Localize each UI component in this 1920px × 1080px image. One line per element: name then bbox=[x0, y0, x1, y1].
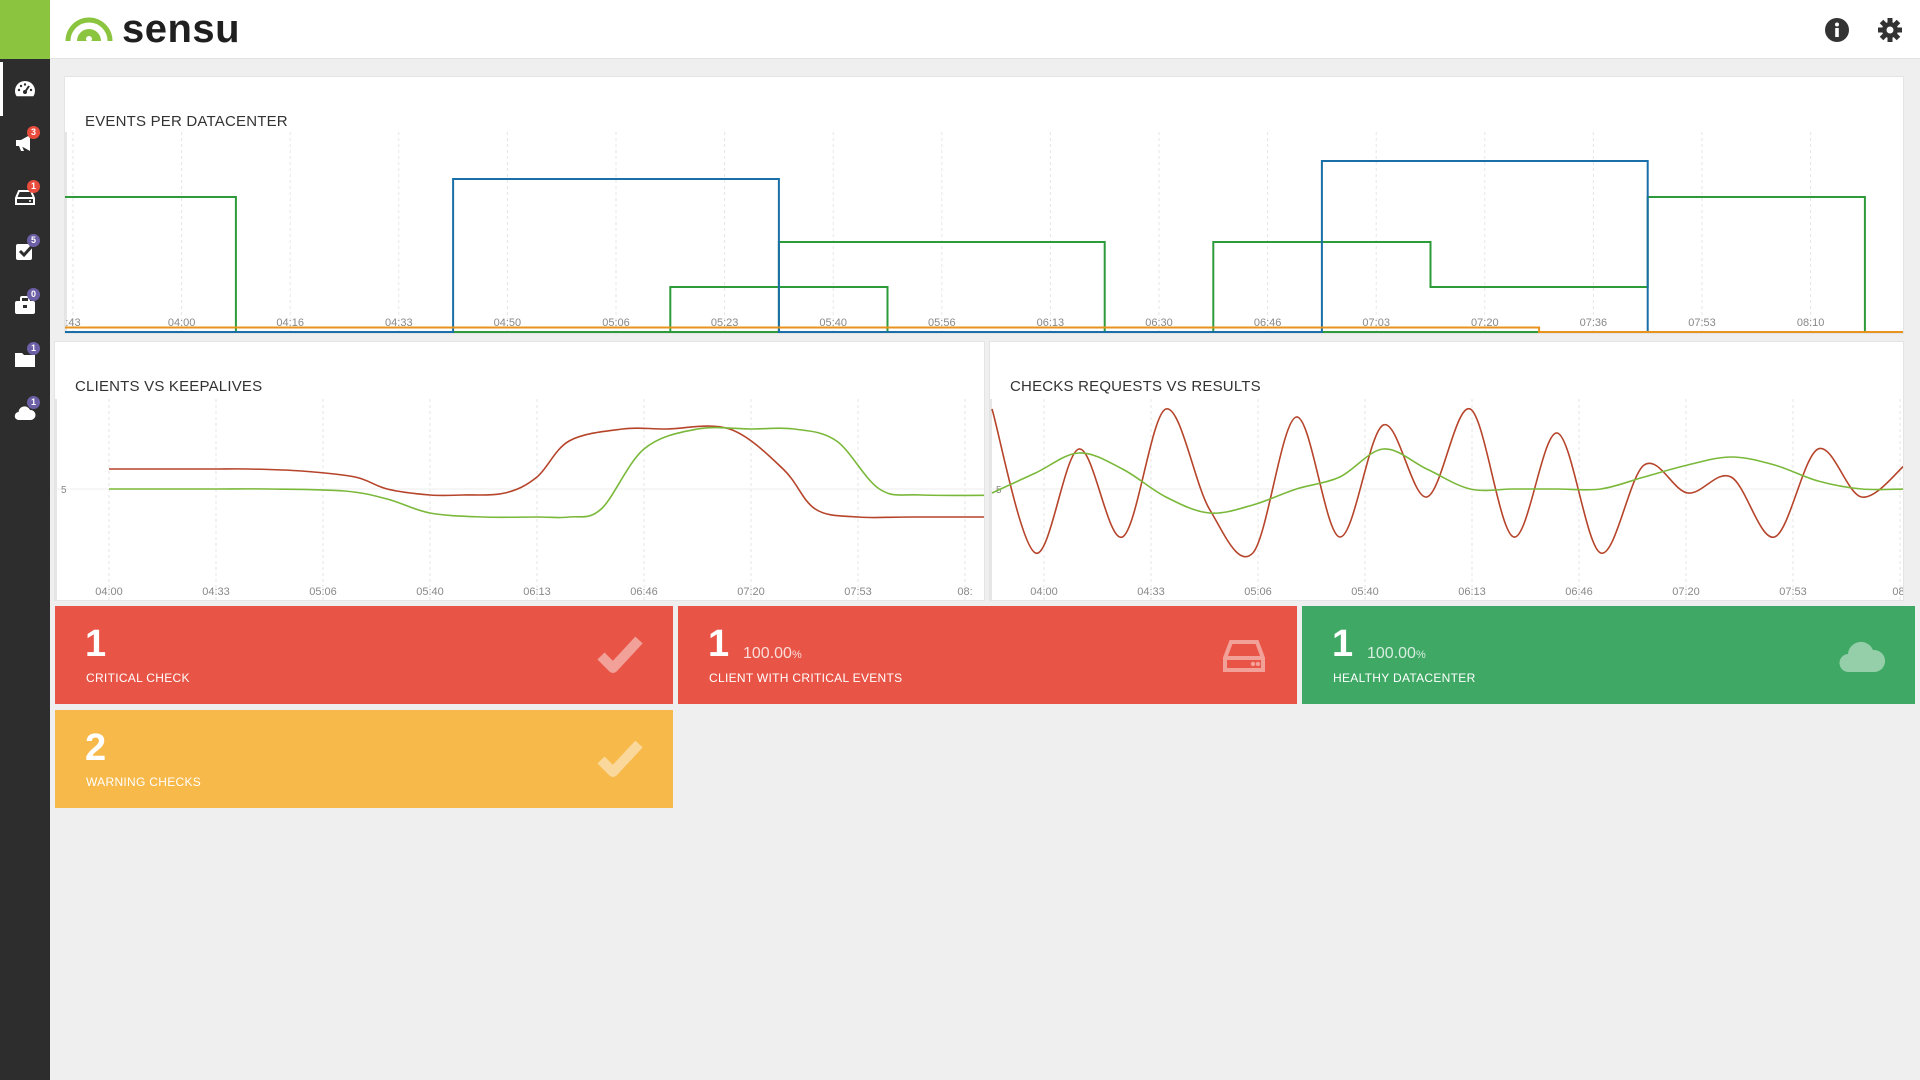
series-line-3 bbox=[65, 160, 1903, 333]
checks-requests-vs-results-chart: 04:00 04:33 05:06 05:40 06:13 06:46 07:20 07:53… bbox=[990, 399, 1904, 600]
x-tick-label: 04:33 bbox=[1137, 586, 1165, 598]
x-tick-label: 04:00 bbox=[1030, 586, 1058, 598]
x-tick-label: 07:03 bbox=[1362, 317, 1390, 329]
x-tick-label: 07:53 bbox=[1779, 586, 1807, 598]
clients-vs-keepalives-panel: CLIENTS VS KEEPALIVES 04:00 04:33 05:06 05:… bbox=[54, 341, 985, 601]
server-icon bbox=[15, 190, 35, 205]
sidebar-item-stashes[interactable]: 0 bbox=[0, 278, 50, 332]
sidebar-item-clients[interactable]: 1 bbox=[0, 170, 50, 224]
checks-badge: 5 bbox=[27, 234, 40, 247]
check-square-icon bbox=[16, 243, 35, 260]
tile-value: 2 bbox=[85, 727, 107, 769]
x-tick-label: 06:46 bbox=[1565, 586, 1593, 598]
server-icon bbox=[1223, 640, 1265, 672]
top-header: sensu bbox=[50, 0, 1920, 59]
sidebar-item-checks[interactable]: 5 bbox=[0, 224, 50, 278]
x-tick-label: 08:10 bbox=[1797, 317, 1825, 329]
x-tick-label: 06:46 bbox=[630, 586, 658, 598]
healthy-datacenter-tile[interactable]: 1 100.00% HEALTHY DATACENTER bbox=[1302, 606, 1915, 704]
briefcase-icon bbox=[15, 296, 35, 314]
x-tick-label: 07:36 bbox=[1580, 317, 1608, 329]
check-icon bbox=[597, 636, 643, 673]
clients-badge: 1 bbox=[27, 180, 40, 193]
events-per-datacenter-panel: EVENTS PER DATACENTER :43 04:00 04:16 04:33… bbox=[64, 76, 1904, 334]
x-tick-label: 06:13 bbox=[523, 586, 551, 598]
datacenters-badge: 1 bbox=[27, 396, 40, 409]
check-icon bbox=[597, 740, 643, 777]
critical-check-tile[interactable]: 1 CRITICAL CHECK bbox=[55, 606, 673, 704]
x-tick-label: 06:30 bbox=[1145, 317, 1173, 329]
panel-title: EVENTS PER DATACENTER bbox=[85, 113, 288, 130]
tile-label: HEALTHY DATACENTER bbox=[1333, 671, 1476, 685]
x-tick-label: 05:40 bbox=[819, 317, 847, 329]
x-tick-label: 04:50 bbox=[494, 317, 522, 329]
x-tick-label: 04:33 bbox=[385, 317, 413, 329]
tile-label: WARNING CHECKS bbox=[86, 775, 202, 789]
series-line-2 bbox=[65, 196, 1903, 333]
sidebar-item-dashboard[interactable] bbox=[0, 62, 50, 116]
cloud-icon bbox=[14, 406, 36, 421]
series-line-4 bbox=[65, 326, 1903, 333]
x-tick-label: :43 bbox=[65, 317, 80, 329]
x-tick-label: 05:06 bbox=[309, 586, 337, 598]
sensu-logo-icon bbox=[65, 17, 113, 42]
x-tick-label: 08: bbox=[1892, 586, 1904, 598]
tile-value: 1 bbox=[1332, 623, 1354, 665]
x-tick-label: 05:06 bbox=[1244, 586, 1272, 598]
dashboard-icon bbox=[15, 81, 35, 97]
client-critical-events-tile[interactable]: 1 100.00% CLIENT WITH CRITICAL EVENTS bbox=[678, 606, 1297, 704]
tile-percentage: 100.00% bbox=[743, 645, 802, 662]
sensu-logo[interactable]: sensu bbox=[64, 9, 240, 49]
gear-icon[interactable] bbox=[1876, 16, 1904, 44]
y-tick-label: 5 bbox=[61, 485, 67, 496]
series-line-1 bbox=[991, 448, 1903, 515]
x-tick-label: 07:20 bbox=[1672, 586, 1700, 598]
panel-title: CLIENTS VS KEEPALIVES bbox=[75, 378, 263, 395]
x-tick-label: 07:53 bbox=[844, 586, 872, 598]
info-icon[interactable] bbox=[1823, 16, 1851, 44]
warning-checks-tile[interactable]: 2 WARNING CHECKS bbox=[55, 710, 673, 808]
events-badge: 3 bbox=[27, 126, 40, 139]
series-line-1 bbox=[109, 426, 984, 519]
sidebar-item-events[interactable]: 3 bbox=[0, 116, 50, 170]
tile-value: 1 bbox=[85, 623, 107, 665]
tile-value: 1 bbox=[708, 623, 730, 665]
clients-vs-keepalives-chart: 04:00 04:33 05:06 05:40 06:13 06:46 07:20 07:53… bbox=[55, 399, 984, 600]
sidebar-item-aggregates[interactable]: 1 bbox=[0, 332, 50, 386]
x-tick-label: 04:00 bbox=[95, 586, 123, 598]
panel-title: CHECKS REQUESTS VS RESULTS bbox=[1010, 378, 1261, 395]
tile-label: CLIENT WITH CRITICAL EVENTS bbox=[709, 671, 903, 685]
x-tick-label: 05:56 bbox=[928, 317, 956, 329]
x-tick-label: 05:40 bbox=[416, 586, 444, 598]
x-tick-label: 07:20 bbox=[737, 586, 765, 598]
folder-icon bbox=[15, 353, 35, 367]
x-tick-label: 07:53 bbox=[1688, 317, 1716, 329]
x-tick-label: 05:06 bbox=[602, 317, 630, 329]
x-tick-label: 05:40 bbox=[1351, 586, 1379, 598]
sidebar-item-datacenters[interactable]: 1 bbox=[0, 386, 50, 440]
bullhorn-icon bbox=[16, 135, 30, 151]
aggregates-badge: 1 bbox=[27, 342, 40, 355]
sidebar: 3 1 5 0 1 1 bbox=[0, 0, 50, 1080]
series-line-0 bbox=[109, 425, 984, 519]
x-tick-label: 05:23 bbox=[711, 317, 739, 329]
events-per-datacenter-chart: :43 04:00 04:16 04:33 04:50 05:06 05:23 05:40 05… bbox=[65, 132, 1903, 333]
series-line-0 bbox=[991, 408, 1903, 558]
brand-bar bbox=[0, 0, 50, 59]
tile-label: CRITICAL CHECK bbox=[86, 671, 190, 685]
x-tick-label: 06:13 bbox=[1458, 586, 1486, 598]
x-tick-label: 04:33 bbox=[202, 586, 230, 598]
series-line-0 bbox=[65, 196, 1903, 333]
app-name: sensu bbox=[122, 7, 241, 51]
x-tick-label: 08: bbox=[957, 586, 972, 598]
x-tick-label: 06:46 bbox=[1254, 317, 1282, 329]
checks-requests-vs-results-panel: CHECKS REQUESTS VS RESULTS 04:00 04:33 05:… bbox=[989, 341, 1904, 601]
x-tick-label: 07:20 bbox=[1471, 317, 1499, 329]
stashes-badge: 0 bbox=[27, 288, 40, 301]
cloud-icon bbox=[1839, 641, 1886, 673]
tile-percentage: 100.00% bbox=[1367, 645, 1426, 662]
x-tick-label: 06:13 bbox=[1037, 317, 1065, 329]
x-tick-label: 04:00 bbox=[168, 317, 196, 329]
x-tick-label: 04:16 bbox=[276, 317, 304, 329]
